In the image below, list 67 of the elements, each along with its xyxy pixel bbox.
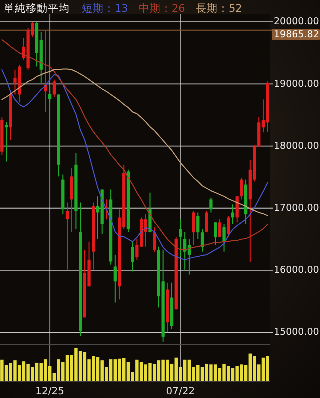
- candlestick: [196, 212, 200, 240]
- bar: [66, 355, 70, 382]
- bar: [248, 354, 252, 382]
- bar: [14, 360, 17, 382]
- bar: [152, 364, 156, 382]
- bar: [35, 362, 39, 382]
- bar: [44, 360, 48, 382]
- text: 中期：26: [139, 2, 186, 15]
- candlestick: [205, 210, 208, 234]
- y-tick-label: 18000.00: [274, 140, 320, 152]
- candlestick: [14, 69, 17, 96]
- bar: [157, 360, 161, 382]
- y-tick-label: 19000.00: [274, 78, 320, 90]
- candlestick: [148, 192, 152, 234]
- bar: [83, 352, 87, 382]
- bar: [214, 364, 218, 382]
- candlestick: [179, 219, 182, 258]
- x-tick-label: 07/22: [166, 386, 196, 398]
- text: 短期：13: [82, 2, 128, 15]
- candlestick: [70, 168, 74, 232]
- x-tick-label: 12/25: [36, 386, 64, 398]
- bar: [96, 357, 100, 382]
- bar: [222, 364, 226, 382]
- candlestick: [44, 30, 48, 113]
- y-tick-label: 17000.00: [274, 202, 320, 214]
- ref-line-label: 19865.82: [274, 30, 320, 41]
- bar: [200, 367, 204, 382]
- candlestick: [52, 79, 56, 98]
- line-series: [2, 69, 268, 260]
- candlestick: [231, 204, 235, 226]
- candlestick: [218, 219, 222, 238]
- bar: [78, 351, 82, 382]
- bar: [114, 360, 118, 382]
- y-tick-label: 16000.00: [274, 265, 320, 276]
- candlestick: [200, 228, 204, 252]
- bar: [231, 368, 235, 382]
- candlestick: [66, 202, 70, 270]
- y-tick-label: 20000.00: [274, 16, 320, 28]
- candlestick: [131, 242, 134, 272]
- candlestick: [192, 210, 196, 246]
- bar: [109, 360, 113, 382]
- candlestick: [210, 197, 213, 214]
- bar: [22, 362, 26, 382]
- candlestick: [236, 196, 239, 224]
- bar: [183, 360, 187, 382]
- candlestick: [240, 177, 244, 200]
- candlestick: [48, 86, 52, 104]
- line-series: [2, 68, 268, 216]
- y-tick-label: 15000.00: [274, 327, 320, 338]
- bar: [253, 356, 256, 382]
- candlestick: [114, 254, 117, 304]
- candlestick: [214, 222, 218, 246]
- bar: [266, 356, 270, 382]
- bar: [148, 363, 152, 382]
- candlestick: [227, 216, 230, 238]
- candlestick: [4, 122, 8, 162]
- bar: [218, 368, 222, 382]
- candlestick: [222, 224, 226, 252]
- bar: [0, 360, 4, 382]
- bar: [188, 360, 192, 382]
- chart-title: 単純移動平均: [4, 2, 70, 15]
- bar: [126, 362, 130, 382]
- bar: [262, 358, 266, 382]
- bar: [140, 362, 144, 382]
- text: 長期：52: [196, 2, 242, 15]
- bar: [118, 358, 122, 382]
- candlestick: [153, 227, 156, 252]
